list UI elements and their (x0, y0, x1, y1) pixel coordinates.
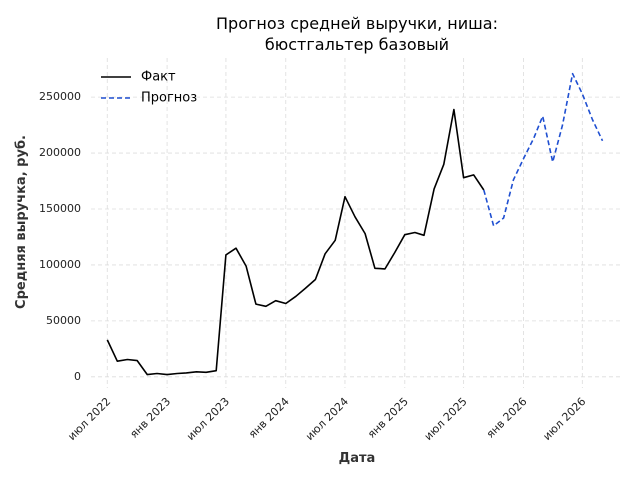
legend-label-fact: Факт (141, 70, 176, 85)
x-tick-label: июл 2023 (184, 395, 232, 443)
series (106, 72, 604, 376)
x-tick-label: июл 2025 (422, 395, 470, 443)
series-line-forecast (483, 72, 604, 227)
series-line-fact (106, 108, 485, 376)
x-axis-label: Дата (339, 451, 376, 466)
y-tick-label: 50000 (46, 314, 81, 327)
chart-title-line-2: бюстгальтер базовый (265, 35, 449, 54)
y-tick-label: 250000 (39, 90, 81, 103)
y-tick-label: 150000 (39, 202, 81, 215)
grid (91, 58, 622, 388)
legend-label-forecast: Прогноз (141, 91, 197, 106)
chart-title-line-1: Прогноз средней выручки, ниша: (216, 14, 498, 33)
x-tick-label: янв 2025 (365, 395, 411, 441)
x-tick-label: янв 2024 (246, 395, 292, 441)
x-tick-label: янв 2026 (484, 395, 530, 441)
y-axis: 0 50000 100000 150000 200000 250000 (39, 90, 81, 383)
y-axis-label: Средняя выручка, руб. (14, 135, 29, 309)
x-axis: июл 2022 янв 2023 июл 2023 янв 2024 июл 2024… (65, 395, 588, 443)
y-tick-label: 100000 (39, 258, 81, 271)
y-tick-label: 0 (74, 370, 81, 383)
x-tick-label: янв 2023 (127, 395, 173, 441)
x-tick-label: июл 2024 (303, 395, 351, 443)
x-tick-label: июл 2022 (65, 395, 113, 443)
legend: Факт Прогноз (101, 70, 197, 106)
x-tick-label: июл 2026 (540, 395, 588, 443)
y-tick-label: 200000 (39, 146, 81, 159)
